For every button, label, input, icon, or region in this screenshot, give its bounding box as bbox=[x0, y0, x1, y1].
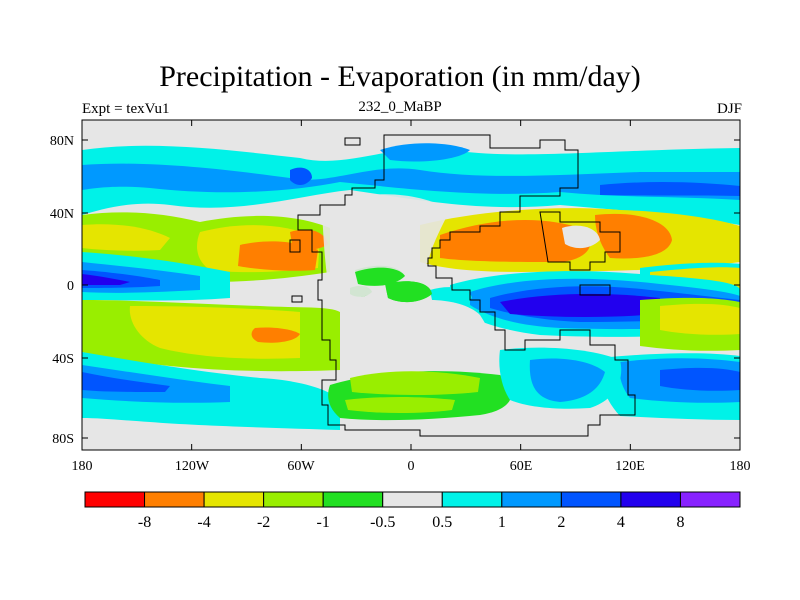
colorbar-swatch bbox=[620, 491, 681, 508]
colorbar-labels: -8 -4 -2 -1 -0.5 0.5 1 2 4 8 bbox=[138, 514, 685, 531]
colorbar-swatch bbox=[263, 491, 324, 508]
x-tick-label: 60E bbox=[510, 459, 533, 474]
field-layer bbox=[82, 120, 740, 450]
colorbar-label: -0.5 bbox=[370, 514, 395, 531]
colorbar-swatch bbox=[679, 491, 741, 508]
colorbar-swatch bbox=[84, 491, 146, 508]
colorbar-label: -1 bbox=[317, 514, 330, 531]
colorbar-swatch bbox=[501, 491, 562, 508]
colorbar-swatch bbox=[560, 491, 622, 508]
x-tick-label: 120E bbox=[615, 459, 645, 474]
chart-title: Precipitation - Evaporation (in mm/day) bbox=[159, 60, 641, 93]
colorbar-label: 1 bbox=[498, 514, 506, 531]
continent-outline bbox=[289, 134, 636, 437]
x-tick-label: 0 bbox=[408, 459, 415, 474]
colorbar-label: 4 bbox=[617, 514, 625, 531]
colorbar-swatch bbox=[203, 491, 265, 508]
y-tick-label: 40S bbox=[52, 352, 74, 367]
colorbar-label: 2 bbox=[557, 514, 565, 531]
colorbar-label: -2 bbox=[257, 514, 270, 531]
colorbar-swatch bbox=[441, 491, 503, 508]
period-label: 232_0_MaBP bbox=[358, 99, 442, 115]
colorbar-swatch bbox=[322, 491, 384, 508]
colorbar-swatch bbox=[382, 491, 443, 508]
y-tick-label: 80N bbox=[50, 134, 74, 149]
colorbar-label: 8 bbox=[676, 514, 684, 531]
x-tick-label: 180 bbox=[730, 459, 751, 474]
colorbar-label: -8 bbox=[138, 514, 151, 531]
colorbar-label: 0.5 bbox=[432, 514, 452, 531]
x-tick-label: 180 bbox=[72, 459, 93, 474]
experiment-label: Expt = texVu1 bbox=[82, 101, 170, 117]
colorbar-swatch bbox=[144, 491, 205, 508]
y-tick-label: 80S bbox=[52, 432, 74, 447]
x-tick-marks bbox=[81, 120, 741, 450]
y-tick-label: 0 bbox=[67, 279, 74, 294]
y-tick-label: 40N bbox=[50, 207, 74, 222]
colorbar-label: -4 bbox=[197, 514, 210, 531]
season-label: DJF bbox=[716, 101, 742, 117]
colorbar bbox=[84, 491, 741, 508]
x-tick-label: 120W bbox=[175, 459, 210, 474]
y-tick-marks bbox=[82, 139, 740, 439]
x-tick-label: 60W bbox=[287, 459, 315, 474]
